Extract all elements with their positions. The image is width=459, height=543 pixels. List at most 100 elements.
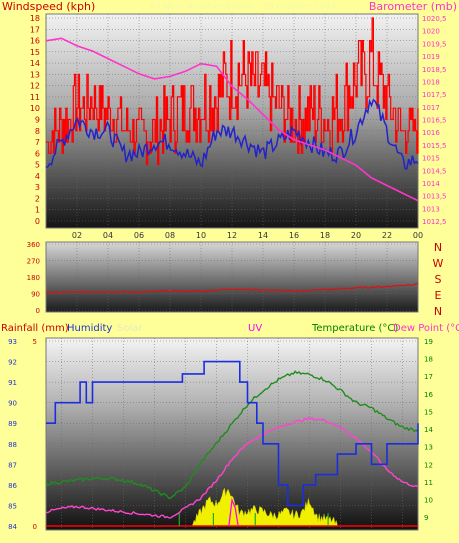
humidity-line xyxy=(46,360,419,507)
time-x-tick-label: 10 xyxy=(196,231,206,240)
wind-y-tick-label: 7 xyxy=(35,138,40,147)
barometer-y-tick-label: 1015 xyxy=(422,155,440,163)
direction-y-tick-label: 180 xyxy=(27,274,40,282)
direction-marks xyxy=(45,282,419,294)
wind-y-tick-label: 13 xyxy=(30,70,40,79)
wind-y-tick-label: 12 xyxy=(30,82,40,91)
humidity-y-tick-label: 86 xyxy=(8,482,17,490)
humidity-y-tick-label: 91 xyxy=(8,379,17,387)
axis-ticks: 01234567891011121314151617181012,5101310… xyxy=(8,14,446,531)
temperature-y-tick-label: 19 xyxy=(424,338,433,346)
compass-n-top: N xyxy=(434,241,442,254)
wind-y-tick-label: 4 xyxy=(35,172,40,181)
time-x-tick-label: 20 xyxy=(351,231,361,240)
humidity-y-tick-label: 88 xyxy=(8,441,17,449)
time-x-tick-label: 16 xyxy=(289,231,299,240)
humidity-axis-label: Humidity xyxy=(67,323,112,334)
humidity-y-tick-label: 89 xyxy=(8,420,17,428)
solar-area xyxy=(191,487,338,527)
time-x-tick-label: 02 xyxy=(72,231,82,240)
temperature-y-tick-label: 17 xyxy=(424,373,433,381)
direction-y-tick-label: 90 xyxy=(31,291,40,299)
temperature-y-tick-label: 11 xyxy=(424,479,433,487)
direction-y-tick-label: 270 xyxy=(27,258,40,266)
wind-y-tick-label: 3 xyxy=(35,183,40,192)
wind-y-tick-label: 17 xyxy=(30,25,40,34)
humidity-y-tick-label: 92 xyxy=(8,359,17,367)
wind-y-tick-label: 2 xyxy=(35,194,40,203)
barometer-axis-label: Barometer (mb) xyxy=(369,0,457,13)
temp-plot-area xyxy=(45,337,419,531)
time-x-tick-label: 18 xyxy=(320,231,330,240)
barometer-y-tick-label: 1016 xyxy=(422,129,440,137)
wind-y-tick-label: 6 xyxy=(35,149,40,158)
temperature-y-tick-label: 12 xyxy=(424,461,433,469)
time-x-tick-label: 12 xyxy=(227,231,237,240)
humidity-y-tick-label: 84 xyxy=(8,523,17,531)
time-x-tick-label: 04 xyxy=(103,231,113,240)
humidity-y-tick-label: 87 xyxy=(8,461,17,469)
wind-y-tick-label: 0 xyxy=(35,217,40,226)
wind-y-tick-label: 11 xyxy=(30,93,40,102)
barometer-y-tick-label: 1020 xyxy=(422,28,440,36)
temp-marks xyxy=(45,360,419,527)
temperature-y-tick-label: 10 xyxy=(424,497,433,505)
wind-y-tick-label: 8 xyxy=(35,127,40,136)
barometer-y-tick-label: 1017,5 xyxy=(422,91,447,99)
time-x-tick-label: 22 xyxy=(382,231,392,240)
rainfall-y-tick-label: 0 xyxy=(33,523,37,531)
time-x-tick-label: 06 xyxy=(134,231,144,240)
solar-label: Solar xyxy=(117,323,143,334)
humidity-y-tick-label: 93 xyxy=(8,338,17,346)
time-x-tick-label: 00 xyxy=(413,231,423,240)
temperature-line xyxy=(45,370,419,500)
wind-direction-line xyxy=(45,282,419,294)
humidity-y-tick-label: 90 xyxy=(8,400,17,408)
temperature-y-tick-label: 15 xyxy=(424,408,433,416)
compass-n-bottom: N xyxy=(434,305,442,318)
temperature-y-tick-label: 18 xyxy=(424,356,433,364)
windspeed-axis-label: Windspeed (kph) xyxy=(2,0,95,13)
compass-w: W xyxy=(433,257,444,270)
barometer-y-tick-label: 1014 xyxy=(422,180,440,188)
barometer-y-tick-label: 1013,5 xyxy=(422,193,447,201)
direction-y-tick-label: 0 xyxy=(36,307,40,315)
wind-y-tick-label: 18 xyxy=(30,14,40,23)
direction-y-tick-label: 360 xyxy=(27,241,40,249)
wind-y-tick-label: 14 xyxy=(30,59,40,68)
barometer-y-tick-label: 1019,5 xyxy=(422,40,447,48)
rainfall-y-tick-label: 5 xyxy=(33,338,37,346)
wind-y-tick-label: 10 xyxy=(30,104,40,113)
time-x-tick-label: 08 xyxy=(165,231,175,240)
barometer-y-tick-label: 1018,5 xyxy=(422,66,447,74)
barometer-y-tick-label: 1020,5 xyxy=(422,15,447,23)
windspeed-gust-line xyxy=(46,17,419,166)
temperature-axis-label: Temperature (°C) xyxy=(311,323,398,334)
compass-s: S xyxy=(435,273,442,286)
time-x-tick-label: 14 xyxy=(258,231,268,240)
barometer-y-tick-label: 1013 xyxy=(422,205,440,213)
direction-grid xyxy=(46,242,419,312)
chart-title: All Norr weatherstation · 30 october 201… xyxy=(149,2,337,12)
wind-y-tick-label: 1 xyxy=(35,206,40,215)
dewpoint-axis-label: Dew Point (°C xyxy=(393,323,459,334)
barometer-y-tick-label: 1017 xyxy=(422,104,440,112)
barometer-y-tick-label: 1018 xyxy=(422,78,440,86)
uv-line xyxy=(228,497,239,527)
wind-marks xyxy=(45,17,419,202)
wind-y-tick-label: 16 xyxy=(30,37,40,46)
uv-label: UV xyxy=(248,323,262,334)
barometer-y-tick-label: 1012,5 xyxy=(422,218,447,226)
wind-y-tick-label: 5 xyxy=(35,161,40,170)
barometer-y-tick-label: 1014,5 xyxy=(422,167,447,175)
dewpoint-line xyxy=(45,416,419,519)
temperature-y-tick-label: 16 xyxy=(424,391,433,399)
compass-e: E xyxy=(435,289,442,302)
humidity-y-tick-label: 85 xyxy=(8,502,17,510)
wind-y-tick-label: 9 xyxy=(35,116,40,125)
wind-y-tick-label: 15 xyxy=(30,48,40,57)
barometer-line xyxy=(45,37,419,202)
wind-average-line xyxy=(45,98,419,170)
temperature-y-tick-label: 9 xyxy=(424,514,428,522)
